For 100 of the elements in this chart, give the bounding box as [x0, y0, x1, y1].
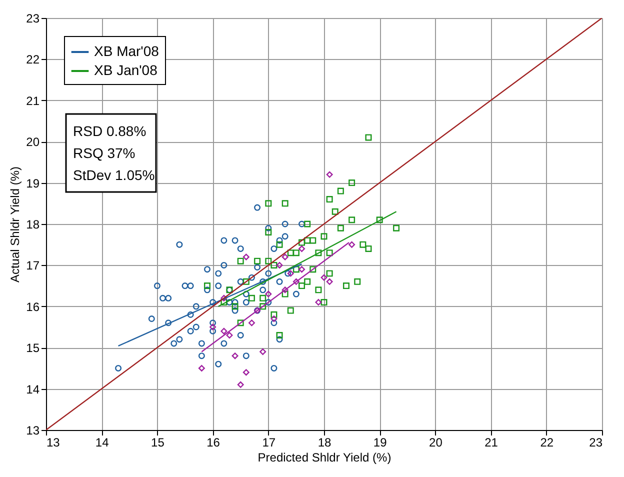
point	[242, 299, 250, 306]
point	[215, 360, 222, 368]
point	[282, 254, 288, 260]
point	[232, 307, 238, 314]
point	[210, 328, 216, 334]
point	[176, 241, 183, 248]
point	[348, 241, 356, 248]
point	[210, 320, 216, 326]
point	[204, 282, 210, 290]
point	[326, 196, 333, 203]
point	[148, 316, 155, 322]
point	[242, 254, 250, 260]
point	[304, 220, 311, 228]
point	[337, 188, 344, 194]
point	[270, 364, 278, 372]
point	[232, 299, 238, 306]
point	[270, 311, 278, 318]
point	[232, 303, 238, 310]
point	[270, 245, 278, 252]
point	[242, 290, 250, 298]
x-tick-label: 15	[151, 436, 165, 450]
point	[282, 286, 288, 294]
point	[232, 237, 238, 244]
point	[220, 299, 228, 306]
point	[292, 278, 300, 285]
y-tick-label: 18	[26, 218, 40, 232]
annotation: RSQ 37%	[73, 145, 136, 161]
point	[198, 364, 205, 372]
x-tick-label: 22	[540, 436, 554, 450]
point	[284, 270, 292, 277]
y-tick-label: 22	[26, 52, 40, 67]
y-tick-label: 23	[26, 12, 40, 26]
point	[226, 299, 233, 306]
point	[298, 282, 306, 290]
point	[304, 278, 311, 285]
point	[154, 282, 160, 290]
point	[220, 328, 228, 334]
y-tick-label: 17	[26, 258, 40, 273]
point	[320, 274, 328, 281]
point	[376, 216, 383, 224]
point	[220, 262, 228, 268]
x-tick-label: 13	[46, 436, 60, 450]
point	[265, 258, 272, 264]
point	[204, 286, 210, 294]
point	[292, 266, 300, 273]
point	[242, 352, 250, 360]
point	[265, 299, 272, 306]
point	[187, 328, 194, 334]
point	[282, 290, 288, 298]
point	[365, 134, 372, 141]
point	[276, 332, 283, 338]
y-tick-label: 16	[26, 300, 40, 314]
point	[332, 208, 338, 215]
point	[282, 200, 288, 207]
point	[315, 286, 322, 294]
point	[242, 369, 250, 376]
y-tick-label: 19	[26, 176, 40, 190]
point	[348, 216, 356, 224]
point	[282, 220, 288, 228]
point	[220, 340, 228, 347]
point	[265, 200, 272, 207]
point	[337, 224, 344, 232]
point	[393, 224, 400, 232]
point	[198, 352, 205, 360]
y-tick-label: 21	[26, 94, 40, 108]
x-tick-label: 16	[206, 436, 220, 450]
point	[248, 294, 255, 302]
point	[320, 299, 328, 306]
point	[254, 204, 261, 211]
point	[326, 171, 333, 178]
point	[260, 348, 266, 355]
point	[354, 278, 361, 285]
point	[215, 282, 222, 290]
point	[210, 324, 216, 330]
point	[248, 274, 255, 281]
point	[360, 241, 366, 248]
point	[260, 286, 266, 294]
point	[310, 237, 316, 244]
point	[265, 224, 272, 232]
point	[220, 294, 228, 302]
legend-label: XB Mar'08	[94, 43, 160, 59]
point	[287, 250, 294, 256]
x-tick-label: 23	[589, 436, 603, 450]
point	[276, 336, 283, 343]
point	[260, 303, 266, 310]
point	[270, 316, 278, 322]
y-tick-label: 13	[26, 424, 40, 438]
point	[304, 237, 311, 244]
point	[192, 324, 200, 330]
point	[232, 352, 238, 360]
point	[342, 282, 350, 290]
annotation: StDev 1.05%	[73, 167, 155, 183]
point	[204, 266, 210, 273]
point	[165, 294, 172, 302]
point	[265, 228, 272, 236]
point	[365, 245, 372, 252]
point	[254, 258, 261, 264]
point	[287, 270, 294, 277]
x-tick-label: 18	[318, 436, 332, 450]
point	[298, 245, 306, 252]
